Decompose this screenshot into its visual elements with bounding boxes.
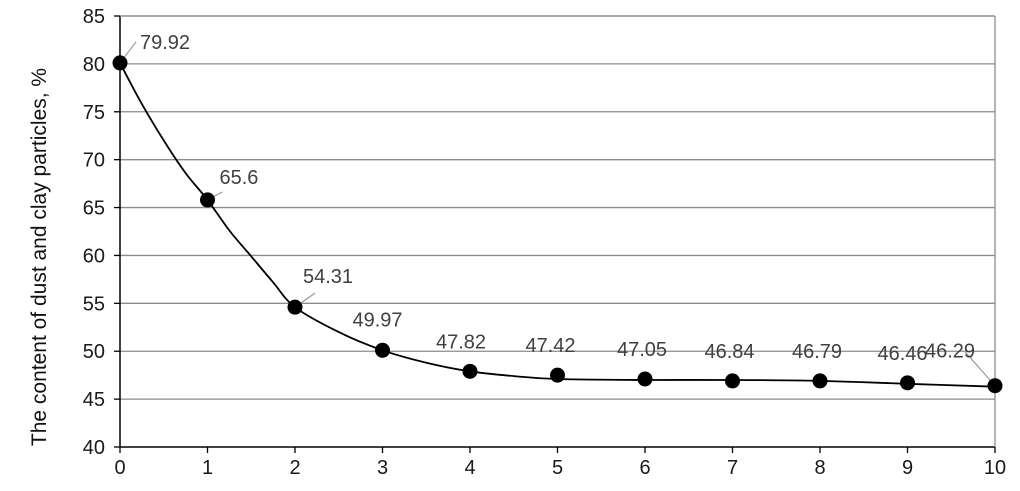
x-tick-label: 6	[639, 457, 650, 479]
data-label: 47.42	[526, 335, 576, 357]
x-tick-label: 0	[114, 457, 125, 479]
data-point	[200, 192, 215, 208]
data-label: 47.05	[617, 339, 667, 361]
x-tick-label: 2	[289, 457, 300, 479]
data-label: 46.46	[878, 343, 928, 365]
y-tick-label: 70	[83, 150, 105, 172]
x-tick-label: 1	[202, 457, 213, 479]
x-tick-label: 8	[814, 457, 825, 479]
data-point	[812, 373, 828, 389]
data-point	[375, 342, 390, 358]
data-point	[112, 55, 128, 71]
data-point	[550, 367, 565, 383]
leader-layer	[119, 41, 996, 387]
axis-layer	[114, 15, 996, 453]
data-point	[900, 375, 915, 391]
y-axis-title: The content of dust and clay particles, …	[28, 68, 51, 446]
x-tick-label: 3	[377, 457, 388, 479]
y-tick-label: 80	[83, 54, 105, 76]
data-label: 65.6	[220, 167, 259, 189]
y-tick-label: 85	[83, 6, 105, 28]
data-point	[725, 373, 740, 389]
data-label: 46.29	[925, 341, 975, 363]
data-label: 46.84	[705, 341, 755, 363]
data-label: 54.31	[303, 266, 353, 288]
leader-line	[964, 351, 996, 387]
y-tick-label: 40	[83, 437, 105, 459]
x-tick-label: 9	[902, 457, 913, 479]
data-label: 49.97	[353, 309, 403, 331]
data-point	[287, 299, 303, 315]
y-tick-label: 60	[83, 245, 105, 267]
data-label: 47.82	[436, 331, 486, 353]
data-label: 46.79	[792, 341, 842, 363]
data-label: 79.92	[140, 32, 190, 54]
x-tick-label: 4	[464, 457, 475, 479]
y-tick-label: 55	[83, 293, 105, 315]
y-tick-label: 75	[83, 102, 105, 124]
point-layer	[112, 55, 1003, 394]
data-point	[637, 371, 653, 387]
x-tick-label: 5	[552, 457, 563, 479]
y-tick-label: 45	[83, 389, 105, 411]
y-tick-label: 65	[83, 198, 105, 220]
x-tick-label: 7	[727, 457, 738, 479]
x-tick-label: 10	[984, 457, 1006, 479]
data-point	[462, 363, 478, 379]
y-tick-label: 50	[83, 341, 105, 363]
data-point	[987, 378, 1003, 394]
